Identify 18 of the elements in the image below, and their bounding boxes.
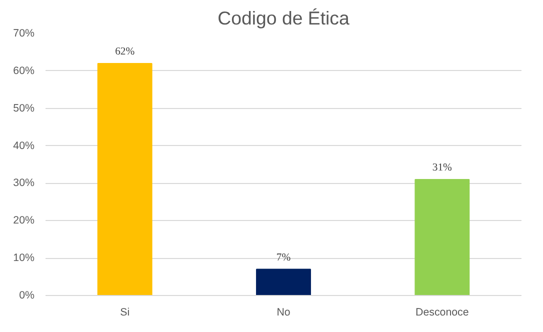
bar (256, 268, 311, 296)
y-tick-label: 70% (13, 28, 36, 40)
bar (414, 178, 470, 296)
x-tick-label: Si (120, 306, 130, 318)
y-tick-label: 50% (13, 102, 36, 114)
chart-title: Codigo de Ética (218, 8, 350, 28)
y-tick-label: 40% (13, 140, 36, 152)
bar (97, 62, 152, 296)
y-tick-label: 10% (13, 252, 36, 264)
data-label: 31% (432, 162, 452, 174)
x-tick-label: Desconoce (416, 306, 469, 318)
data-label: 62% (115, 46, 135, 58)
x-tick-label: No (276, 306, 290, 318)
data-label: 7% (276, 252, 291, 264)
y-tick-label: 20% (13, 214, 36, 227)
y-tick-label: 0% (19, 290, 36, 302)
y-tick-label: 30% (13, 177, 36, 190)
y-tick-label: 60% (13, 64, 36, 77)
